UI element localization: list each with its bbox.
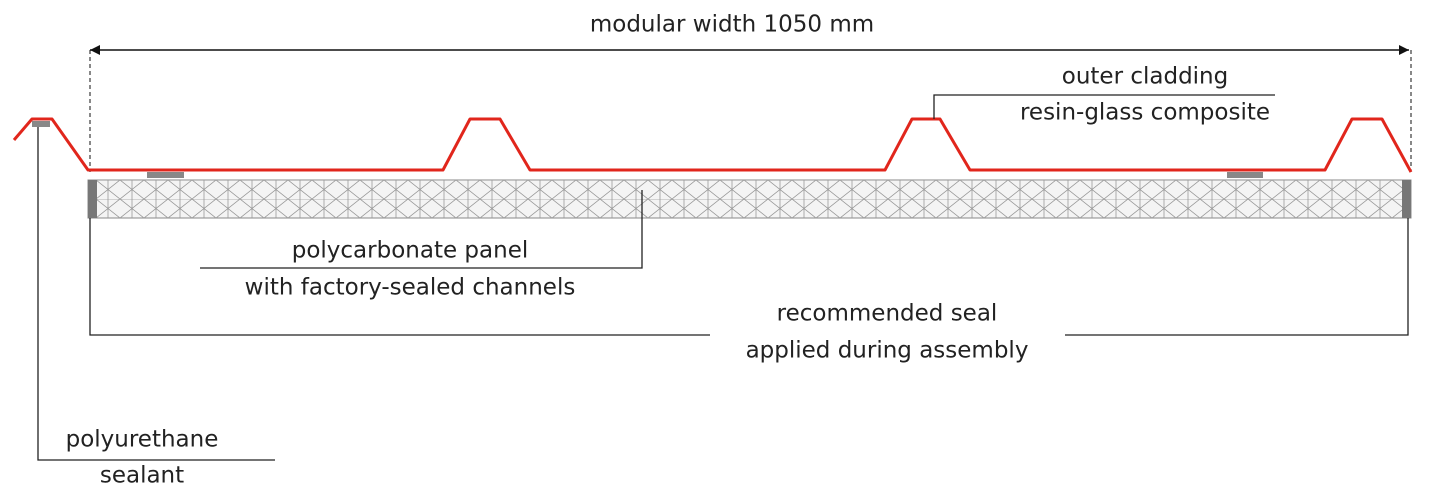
label: outer cladding	[1062, 64, 1228, 90]
leader-line	[1065, 218, 1409, 336]
label: polyurethane	[66, 427, 219, 453]
label: resin-glass composite	[1020, 100, 1270, 126]
panel-end-seal	[88, 180, 97, 218]
label: with factory-sealed channels	[245, 275, 576, 301]
cladding-profile	[12, 117, 1413, 173]
sealant-strip	[32, 121, 50, 127]
sealant-strip	[1227, 172, 1263, 178]
panel-end-seal	[1402, 180, 1411, 218]
sealant-strip	[147, 172, 184, 178]
panel-channels	[88, 180, 1411, 218]
label: recommended seal	[777, 301, 998, 327]
leader-line	[89, 218, 710, 336]
label: applied during assembly	[746, 338, 1029, 364]
leader-line	[933, 94, 1275, 119]
label: polycarbonate panel	[292, 238, 529, 264]
leader-line	[200, 190, 643, 269]
dimension-label: modular width 1050 mm	[590, 12, 874, 38]
label: sealant	[100, 463, 184, 489]
leader-line	[37, 127, 275, 461]
